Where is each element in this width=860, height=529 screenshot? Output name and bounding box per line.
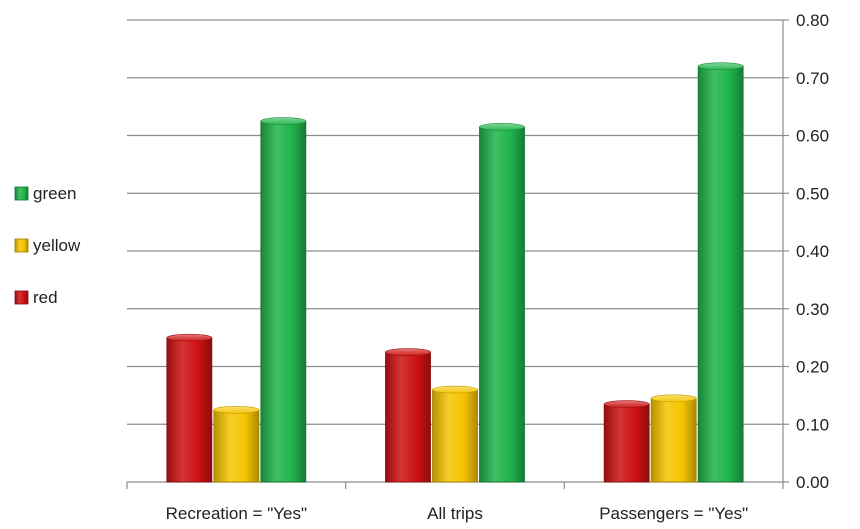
legend-label: green — [33, 184, 76, 203]
legend-swatch — [14, 238, 29, 253]
bar-green — [697, 62, 744, 483]
axes: 0.00 0.10 0.20 0.30 0.40 0.50 0.60 0.70 0.80 Recr… — [126, 11, 829, 523]
legend-item-green: green — [14, 184, 76, 203]
y-tick-label: 0.20 — [796, 358, 829, 377]
bar-yellow — [650, 394, 697, 483]
y-tick-label: 0.60 — [796, 127, 829, 146]
legend-swatch — [14, 186, 29, 201]
legend-item-yellow: yellow — [14, 236, 81, 255]
y-tick-label: 0.30 — [796, 300, 829, 319]
legend: green yellow red — [14, 184, 81, 307]
bar-red — [166, 333, 213, 483]
bar-yellow — [213, 406, 260, 483]
category-label: Recreation = "Yes" — [166, 504, 307, 523]
y-tick-label: 0.10 — [796, 415, 829, 434]
y-tick-label: 0.50 — [796, 184, 829, 203]
legend-label: red — [33, 288, 58, 307]
y-tick-label: 0.40 — [796, 242, 829, 261]
bar-red — [603, 400, 650, 483]
bars — [166, 62, 744, 483]
bar-yellow — [432, 385, 478, 483]
bar-red — [385, 348, 431, 483]
y-tick-label: 0.70 — [796, 69, 829, 88]
y-tick-label: 0.00 — [796, 473, 829, 492]
legend-item-red: red — [14, 288, 58, 307]
y-tick-label: 0.80 — [796, 11, 829, 30]
bar-green — [479, 123, 525, 483]
category-label: Passengers = "Yes" — [599, 504, 748, 523]
category-label: All trips — [427, 504, 483, 523]
legend-swatch — [14, 290, 29, 305]
bar-green — [260, 117, 307, 483]
legend-label: yellow — [33, 236, 81, 255]
